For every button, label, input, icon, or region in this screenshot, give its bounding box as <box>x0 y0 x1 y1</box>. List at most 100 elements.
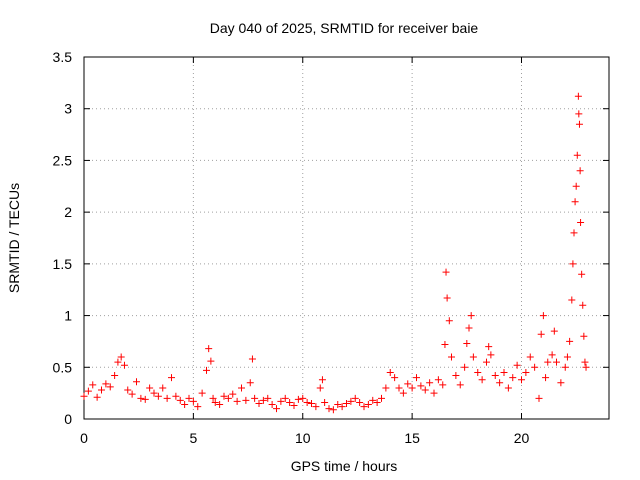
data-point <box>557 379 565 387</box>
chart-title: Day 040 of 2025, SRMTID for receiver bai… <box>210 20 479 36</box>
data-point <box>485 343 493 351</box>
data-point <box>539 312 547 320</box>
data-point <box>141 395 149 403</box>
data-point <box>238 384 245 392</box>
y-tick-label: 2 <box>64 204 72 220</box>
data-point <box>207 357 215 365</box>
data-point <box>575 120 583 128</box>
x-axis-label: GPS time / hours <box>291 458 398 474</box>
data-point <box>441 341 449 349</box>
data-point <box>572 182 580 190</box>
data-point <box>316 384 324 392</box>
data-point <box>580 332 588 340</box>
data-point <box>329 406 337 414</box>
data-point <box>264 394 272 402</box>
data-point <box>137 394 145 402</box>
data-point <box>128 390 136 398</box>
data-point <box>469 353 477 361</box>
data-point <box>570 229 578 237</box>
data-point <box>448 353 455 361</box>
data-point <box>443 294 451 302</box>
data-point <box>537 330 545 338</box>
data-point <box>483 358 490 366</box>
data-point <box>445 317 453 325</box>
data-point <box>185 394 193 402</box>
data-point <box>474 368 482 376</box>
data-point <box>442 268 450 276</box>
data-point <box>463 339 471 347</box>
y-tick-label: 3 <box>64 101 72 117</box>
data-point <box>205 345 213 353</box>
data-point <box>573 151 581 159</box>
data-point <box>303 398 311 406</box>
data-point <box>369 396 377 404</box>
data-point <box>500 368 508 376</box>
data-point <box>189 397 197 405</box>
data-point <box>467 312 475 320</box>
data-point <box>146 384 154 392</box>
data-point <box>290 402 298 410</box>
data-point <box>465 324 473 332</box>
data-point <box>286 398 294 406</box>
data-point <box>478 376 486 384</box>
data-point <box>114 358 122 366</box>
data-point <box>334 401 342 409</box>
data-point <box>378 394 385 402</box>
data-point <box>535 394 543 402</box>
data-point <box>553 358 560 366</box>
data-point <box>102 380 110 388</box>
data-point <box>318 376 326 384</box>
data-point <box>408 384 416 392</box>
data-point <box>248 355 256 363</box>
data-point <box>242 396 250 404</box>
data-point <box>194 403 202 411</box>
data-point <box>491 372 499 380</box>
data-point <box>277 397 285 405</box>
data-point <box>117 353 125 361</box>
data-point <box>574 92 582 100</box>
data-point <box>434 376 442 384</box>
data-point <box>281 394 289 402</box>
data-point <box>150 389 158 397</box>
data-point <box>504 384 512 392</box>
data-point <box>124 386 132 394</box>
data-point <box>168 374 175 382</box>
data-point <box>576 167 584 175</box>
axis-ticks: 0 5 10 15 20 0 0.5 1 1.5 2 2.5 3 3.5 <box>53 49 609 446</box>
data-point <box>452 372 460 380</box>
data-point <box>571 198 579 206</box>
data-point <box>386 368 394 376</box>
data-point <box>172 392 180 400</box>
data-point <box>373 398 381 406</box>
data-point <box>487 351 495 359</box>
data-point <box>229 390 237 398</box>
data-point <box>569 260 577 268</box>
data-point <box>233 397 241 405</box>
data-point <box>509 374 517 382</box>
data-point <box>98 386 105 394</box>
data-point <box>120 361 128 369</box>
data-point <box>106 383 114 391</box>
data-point <box>133 378 140 386</box>
data-point <box>413 374 420 382</box>
data-point <box>577 218 585 226</box>
data-point <box>531 363 539 371</box>
data-point <box>338 403 346 411</box>
y-tick-label: 0 <box>64 411 72 427</box>
grid <box>84 57 609 419</box>
data-point <box>404 380 412 388</box>
data-point <box>216 401 224 409</box>
data-points <box>80 92 590 414</box>
data-point <box>312 403 320 411</box>
y-tick-label: 1 <box>64 308 72 324</box>
data-point <box>325 405 333 413</box>
x-tick-label: 10 <box>295 430 311 446</box>
data-point <box>273 405 280 413</box>
data-point <box>579 301 587 309</box>
data-point <box>203 366 210 374</box>
data-point <box>84 387 92 395</box>
data-point <box>578 270 586 278</box>
y-tick-label: 2.5 <box>53 152 73 168</box>
data-point <box>163 394 171 402</box>
